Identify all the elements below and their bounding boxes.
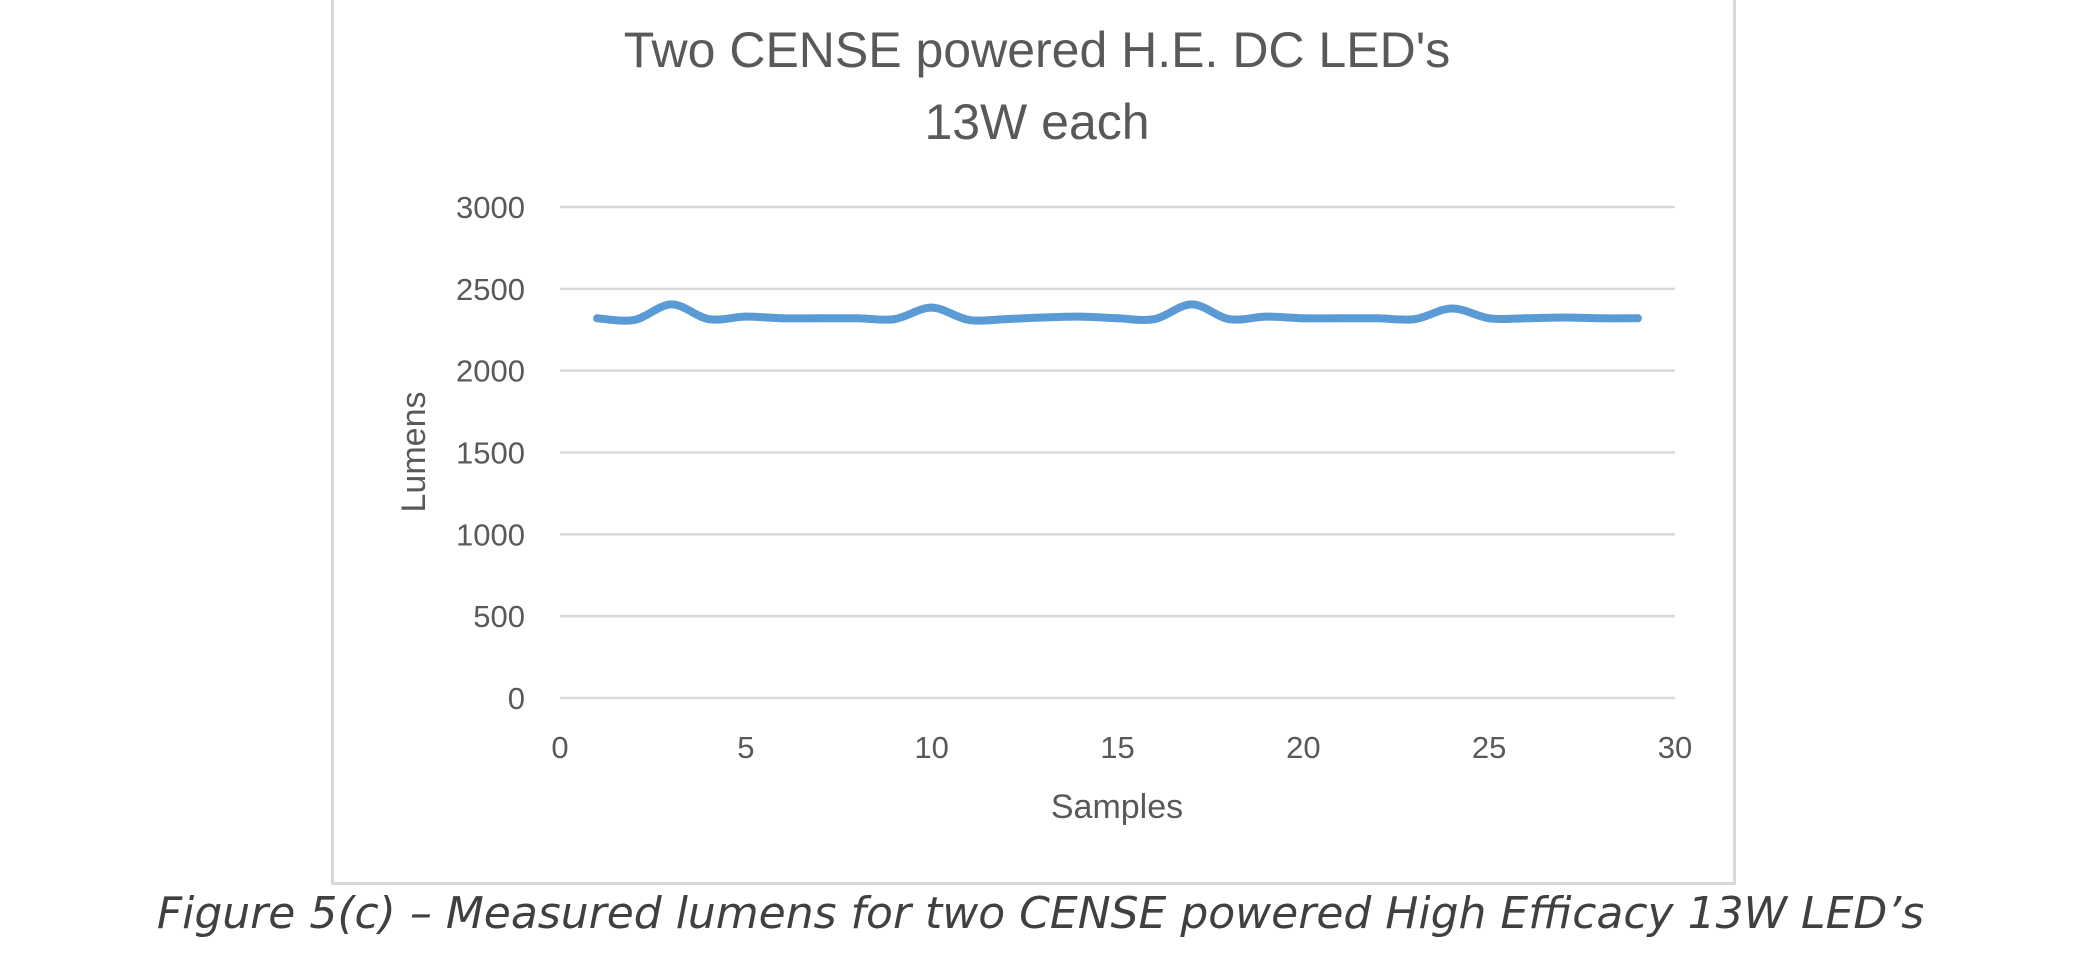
x-tick-label: 25 bbox=[1472, 730, 1506, 765]
data-point bbox=[964, 315, 973, 324]
gridlines bbox=[560, 205, 1675, 700]
data-point bbox=[1336, 314, 1345, 323]
x-tick-label: 20 bbox=[1286, 730, 1320, 765]
data-point bbox=[816, 314, 825, 323]
y-axis-label: Lumens bbox=[395, 392, 433, 513]
data-point bbox=[1113, 314, 1122, 323]
data-point bbox=[1225, 315, 1233, 324]
x-tick-label: 30 bbox=[1658, 730, 1692, 765]
x-axis-ticks: 0 5 10 15 20 25 30 bbox=[551, 730, 1692, 765]
data-point bbox=[779, 314, 787, 323]
data-point bbox=[1522, 314, 1531, 323]
figure-caption: Figure 5(c) – Measured lumens for two CE… bbox=[156, 888, 1925, 939]
chart-title-line-1: Two CENSE powered H.E. DC LED's bbox=[624, 22, 1451, 78]
data-point bbox=[704, 315, 713, 324]
chart-title-line-2: 13W each bbox=[924, 94, 1149, 150]
x-tick-label: 5 bbox=[737, 730, 754, 765]
data-point bbox=[1002, 315, 1010, 324]
x-tick-label: 10 bbox=[914, 730, 948, 765]
data-point bbox=[1373, 314, 1382, 323]
data-point bbox=[667, 300, 676, 309]
y-axis-ticks: 0 500 1000 1500 2000 2500 3000 bbox=[456, 190, 525, 716]
data-point bbox=[630, 315, 639, 324]
y-tick-label: 0 bbox=[508, 681, 525, 716]
data-point bbox=[1410, 315, 1419, 324]
data-point bbox=[1633, 314, 1642, 323]
data-point bbox=[890, 315, 899, 324]
y-tick-label: 2000 bbox=[456, 354, 525, 389]
y-tick-label: 1000 bbox=[456, 517, 525, 552]
data-point bbox=[1448, 304, 1456, 313]
x-tick-label: 15 bbox=[1100, 730, 1134, 765]
data-point bbox=[1559, 313, 1568, 322]
chart-area-frame bbox=[331, 0, 1736, 885]
data-point bbox=[1596, 314, 1605, 323]
data-point bbox=[1076, 312, 1085, 321]
data-point bbox=[853, 314, 862, 323]
x-tick-label: 0 bbox=[551, 730, 568, 765]
y-tick-label: 3000 bbox=[456, 190, 525, 225]
data-point bbox=[1039, 313, 1048, 322]
series-group bbox=[593, 300, 1642, 325]
y-tick-label: 2500 bbox=[456, 272, 525, 307]
data-point bbox=[593, 314, 602, 323]
data-point bbox=[1187, 300, 1196, 309]
data-point bbox=[927, 303, 936, 312]
data-point bbox=[741, 312, 750, 321]
data-point bbox=[1299, 314, 1308, 323]
data-point bbox=[1485, 314, 1494, 323]
y-tick-label: 1500 bbox=[456, 436, 525, 471]
data-point bbox=[1262, 312, 1271, 321]
data-point bbox=[1150, 315, 1159, 324]
y-tick-label: 500 bbox=[473, 599, 525, 634]
x-axis-label: Samples bbox=[1051, 788, 1183, 826]
